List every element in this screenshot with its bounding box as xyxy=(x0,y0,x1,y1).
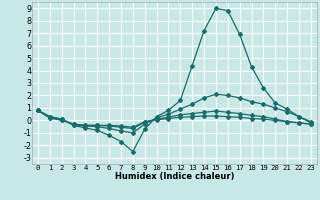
X-axis label: Humidex (Indice chaleur): Humidex (Indice chaleur) xyxy=(115,172,234,181)
